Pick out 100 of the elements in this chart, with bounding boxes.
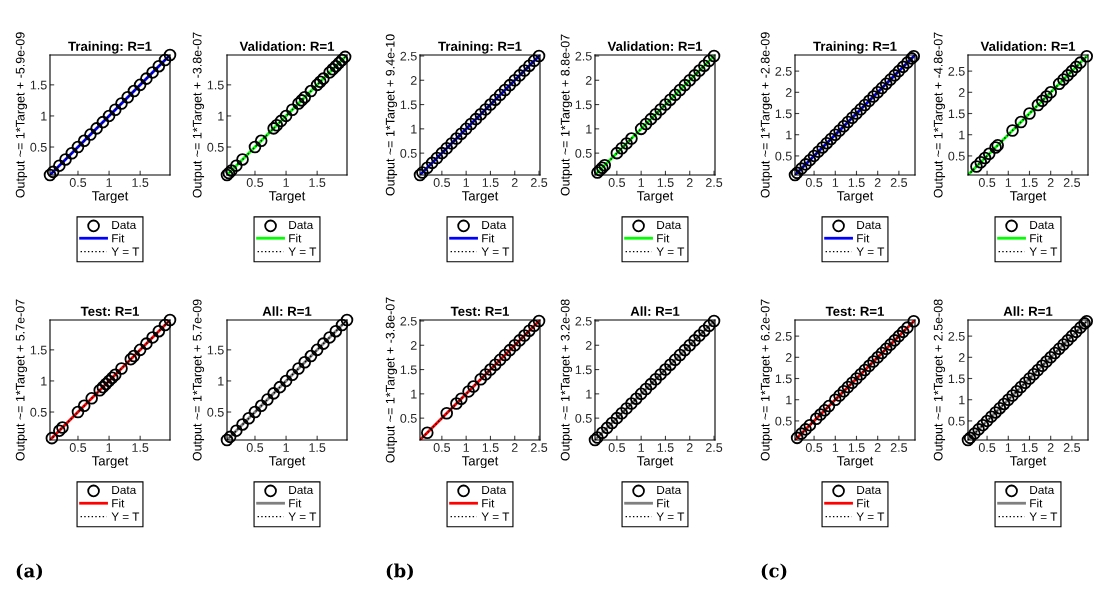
legend-label: Data [1030, 485, 1055, 495]
x-tick-label: 2.5 [1063, 443, 1081, 452]
y-tick-label: 2 [958, 88, 965, 97]
legend-label: Data [289, 220, 314, 230]
x-axis-title: Target [1009, 456, 1047, 469]
y-axis-title: Output ~= 1*Target + -5.9e-09 [15, 32, 28, 198]
y-tick-label: 1.5 [400, 100, 417, 110]
x-tick-label: 2.5 [890, 178, 908, 187]
y-tick-label: 1 [586, 389, 592, 399]
chart-title: Training: R=1 [68, 41, 152, 54]
y-tick-label: 0.5 [948, 151, 965, 161]
legend-label: Y = T [656, 512, 685, 521]
x-tick-label: 0.5 [608, 443, 626, 452]
x-tick-label: 0.5 [69, 443, 87, 452]
legend-label: Y = T [288, 512, 317, 521]
x-tick-label: 0.5 [246, 178, 264, 187]
legend-label: Fit [289, 498, 302, 508]
y-tick-label: 1 [411, 124, 417, 134]
legend-label: Fit [1030, 233, 1043, 243]
legend-label: Data [657, 220, 682, 230]
legend-label: Y = T [656, 247, 685, 256]
y-axis-title: Output ~= 1*Target + 5.7e-07 [15, 299, 28, 461]
y-tick-label: 1 [411, 389, 417, 399]
y-tick-label: 0.5 [207, 407, 224, 417]
legend-label: Data [112, 220, 137, 230]
y-tick-label: 1.5 [575, 100, 592, 110]
y-tick-label: 1.5 [575, 365, 592, 375]
x-tick-label: 1.5 [657, 178, 674, 187]
legend-label: Fit [482, 233, 495, 243]
y-tick-label: 1 [959, 395, 965, 405]
x-axis-title: Target [636, 456, 674, 469]
y-tick-label: 1 [786, 130, 792, 140]
y-axis-title: Output ~= 1*Target + 2.5e-08 [933, 299, 946, 461]
y-tick-label: 2 [410, 76, 417, 85]
x-tick-label: 0.5 [978, 443, 996, 452]
x-tick-label: 1.5 [1021, 178, 1038, 187]
x-tick-label: 1.5 [657, 443, 674, 452]
legend-label: Fit [657, 498, 670, 508]
y-tick-label: 2.5 [775, 331, 792, 341]
x-tick-label: 2.5 [705, 178, 723, 187]
x-axis-title: Target [268, 456, 306, 469]
x-tick-label: 2 [874, 178, 881, 187]
y-tick-label: 2 [785, 88, 792, 97]
y-tick-label: 2.5 [400, 51, 417, 61]
x-tick-label: 2.5 [530, 443, 548, 452]
x-tick-label: 2.5 [705, 443, 723, 452]
chart-title: Validation: R=1 [980, 41, 1076, 51]
x-tick-label: 0.5 [246, 443, 264, 452]
y-tick-label: 1 [41, 376, 47, 386]
y-tick-label: 1.5 [775, 109, 792, 119]
y-tick-label: 1.5 [30, 345, 47, 355]
legend-label: Data [657, 485, 682, 495]
x-tick-label: 2 [1047, 443, 1054, 452]
legend-label: Fit [289, 233, 302, 243]
x-tick-label: 1 [463, 178, 470, 187]
x-tick-label: 1 [1005, 443, 1012, 452]
y-tick-label: 1.5 [400, 365, 417, 375]
x-axis-title: Target [461, 456, 499, 469]
y-tick-label: 2.5 [575, 316, 592, 326]
legend-label: Y = T [111, 512, 140, 521]
x-axis-title: Target [91, 191, 129, 204]
x-tick-label: 1.5 [309, 178, 326, 187]
x-tick-label: 1 [638, 443, 645, 452]
legend-label: Y = T [856, 512, 885, 521]
chart-title: Training: R=1 [813, 41, 897, 54]
x-tick-label: 0.5 [69, 178, 87, 187]
x-axis-title: Target [91, 456, 129, 469]
y-axis-title: Output ~= 1*Target + 3.2e-08 [560, 299, 573, 461]
y-tick-label: 2 [585, 341, 592, 350]
x-tick-label: 1.5 [848, 178, 865, 187]
y-tick-label: 0.5 [30, 142, 47, 152]
legend-label: Data [1030, 220, 1055, 230]
y-axis-title: Output ~= 1*Target + 6.2e-07 [760, 299, 773, 461]
y-tick-label: 1.5 [775, 374, 792, 384]
chart-title: Test: R=1 [825, 306, 885, 316]
legend-label: Fit [657, 233, 670, 243]
x-tick-label: 1.5 [309, 443, 326, 452]
x-axis-title: Target [836, 191, 874, 204]
legend-label: Y = T [481, 512, 510, 521]
y-axis-title: Output ~= 1*Target + 5.7e-09 [192, 299, 205, 461]
x-tick-label: 2 [686, 443, 693, 452]
x-tick-label: 1.5 [132, 178, 149, 187]
y-tick-label: 2.5 [575, 51, 592, 61]
x-axis-title: Target [268, 191, 306, 204]
x-axis-title: Target [636, 191, 674, 204]
legend-label: Data [857, 485, 882, 495]
x-tick-label: 1 [283, 178, 289, 187]
x-tick-label: 0.5 [978, 178, 996, 187]
y-tick-label: 2 [410, 341, 417, 350]
x-tick-label: 1 [106, 178, 112, 187]
x-axis-title: Target [1009, 191, 1047, 204]
text: (a) [16, 563, 43, 581]
x-axis-title: Target [461, 191, 499, 204]
x-tick-label: 2 [1047, 178, 1054, 187]
x-tick-label: 2 [874, 443, 881, 452]
chart-title: All: R=1 [1003, 306, 1053, 316]
legend-label: Data [857, 220, 882, 230]
x-tick-label: 2 [686, 178, 693, 187]
y-tick-label: 2 [958, 353, 965, 362]
legend-label: Fit [1030, 498, 1043, 508]
